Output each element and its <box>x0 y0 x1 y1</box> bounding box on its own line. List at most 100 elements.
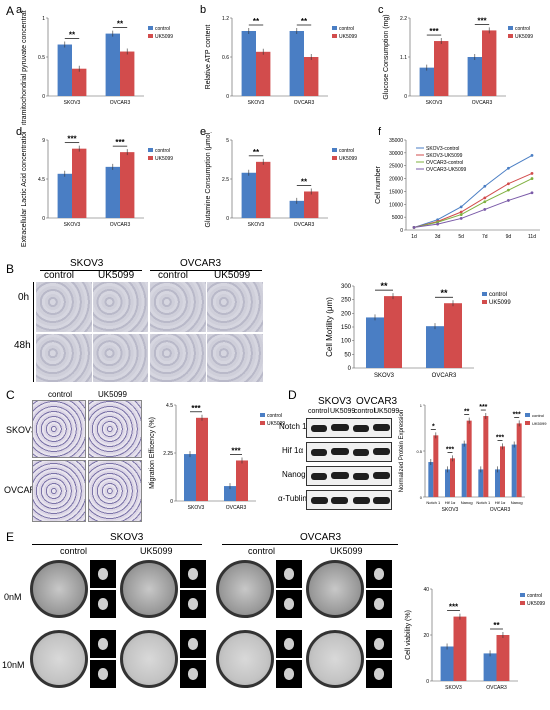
E-tick-label-0: 0 <box>426 679 429 685</box>
f-cat-0: 1d <box>411 234 417 240</box>
f-point-2-5 <box>530 177 534 180</box>
f-legend-3: OVCAR3-UK5099 <box>426 167 467 173</box>
a-bar-uk-0 <box>72 68 87 96</box>
f-cat-1: 3d <box>435 234 441 240</box>
B-control-1: control <box>44 270 75 281</box>
D-sig-4: *** <box>496 434 504 441</box>
E-bar-control-1 <box>483 653 497 681</box>
C-bar-uk-1 <box>236 460 248 501</box>
f-cat-5: 11d <box>528 234 536 240</box>
D-lane-1: control <box>308 408 330 415</box>
E-inset-16 <box>366 660 392 688</box>
f-tick-label-7: 35000 <box>389 138 403 144</box>
D-bar-control-0 <box>428 462 434 497</box>
E-ovcar3-label: OVCAR3 <box>300 532 342 543</box>
f-series-line-0 <box>413 154 533 228</box>
E-dish-ovcar3-uk-0 <box>306 560 364 618</box>
a-tick-label-1: 0.5 <box>38 55 45 61</box>
B-tick-label-1: 50 <box>344 352 351 358</box>
b-cat-0: SKOV3 <box>248 100 265 106</box>
B-image-ovcar3-ctrl-48h <box>150 334 206 382</box>
B-legend-swatch-uk <box>482 300 487 304</box>
E-bar-uk-1 <box>496 635 510 681</box>
E-inset-5 <box>276 560 302 588</box>
D-lane-4: UK5099 <box>374 408 400 415</box>
D-row-notch: Notch 1 <box>279 422 307 431</box>
panel-letter-C: C <box>6 388 15 402</box>
c-tick-label-0: 0 <box>404 94 407 100</box>
d-bar-control-0 <box>57 173 72 218</box>
D-tick-label-1: 0.5 <box>416 449 422 454</box>
E-legend-swatch-control <box>520 593 525 597</box>
c-bar-control-0 <box>419 67 434 96</box>
E-inset-9 <box>90 630 116 658</box>
D-tick-label-0: 0 <box>420 495 423 500</box>
C-control-label: control <box>48 390 73 399</box>
e-legend-uk: UK5099 <box>339 156 357 162</box>
c-legend-uk: UK5099 <box>515 34 533 40</box>
B-tick-label-4: 200 <box>341 311 352 317</box>
d-cat-0: SKOV3 <box>64 222 81 228</box>
D-legend-control: control <box>532 413 544 418</box>
e-sig-1: ** <box>301 177 308 186</box>
B-y-label: Cell Motility (μm) <box>325 297 334 357</box>
E-dish-ovcar3-ctrl-0 <box>216 560 274 618</box>
E-uk-2: UK5099 <box>330 546 363 556</box>
C-legend-swatch-control <box>260 413 265 417</box>
chart-f: Cell number 0 5000 10000 15000 20000 25000 3000… <box>375 138 540 240</box>
e-y-label: Glutamine Consumption (μmol) <box>205 132 212 228</box>
d-tick-label-1: 4.5 <box>38 177 45 183</box>
f-series-line-2 <box>413 178 533 228</box>
c-bar-control-1 <box>467 57 482 96</box>
B-image-ovcar3-uk-48h <box>207 334 263 382</box>
b-sig-0: ** <box>253 17 260 26</box>
f-point-0-5 <box>530 154 534 157</box>
C-bar-control-1 <box>224 486 236 501</box>
B-ovcar3-label: OVCAR3 <box>180 258 222 269</box>
D-cat-2: Nanog <box>461 500 473 505</box>
B-bar-control-1 <box>426 326 444 368</box>
D-bar-control-1 <box>445 469 450 497</box>
e-cat-1: OVCAR3 <box>294 222 315 228</box>
f-tick-label-1: 5000 <box>392 215 403 221</box>
B-legend-swatch-control <box>482 292 487 296</box>
e-cat-0: SKOV3 <box>248 222 265 228</box>
f-point-3-2 <box>459 217 463 220</box>
panel-letter-E: E <box>6 530 15 544</box>
C-y-label: Migration Efficency (%) <box>149 417 156 489</box>
d-tick-label-2: 9 <box>42 138 45 144</box>
f-point-2-2 <box>459 213 463 216</box>
f-series-line-3 <box>413 192 533 228</box>
D-cat-5: Nanog <box>511 500 523 505</box>
D-legend-swatch-control <box>525 413 530 417</box>
D-row-hif: Hif 1α <box>282 446 304 455</box>
f-point-3-5 <box>530 191 534 195</box>
f-legend-0: SKOV3-control <box>426 146 459 152</box>
f-tick-label-6: 30000 <box>389 151 403 157</box>
a-cat-0: SKOV3 <box>64 100 81 106</box>
f-y-label: Cell number <box>375 165 382 203</box>
D-blot-notch <box>306 418 392 438</box>
panel-letter-A: A <box>6 4 15 18</box>
f-cat-3: 7d <box>482 234 488 240</box>
D-row-tubulin: α-Tublin <box>278 494 307 503</box>
E-inset-7 <box>366 560 392 588</box>
d-legend-swatch-uk <box>148 156 153 160</box>
E-0nM: 0nM <box>4 592 22 602</box>
E-skov3-label: SKOV3 <box>110 532 144 543</box>
b-y-label: Relative ATP content <box>205 25 212 90</box>
a-y-label: Intramitochondrial pyruvate concentratio… <box>21 10 28 125</box>
d-cat-1: OVCAR3 <box>110 222 131 228</box>
E-control-1: control <box>60 546 88 556</box>
B-cat-1: OVCAR3 <box>432 373 457 379</box>
b-legend-uk: UK5099 <box>339 34 357 40</box>
chart-c: Glucose Consumption (mg) 0 1.1 2.2 *** SKOV3 *… <box>383 14 533 106</box>
c-cat-0: SKOV3 <box>426 100 443 106</box>
b-legend-control: control <box>339 26 354 32</box>
B-image-skov3-uk-48h <box>93 334 148 382</box>
C-bar-uk-0 <box>196 417 208 501</box>
c-sig-1: *** <box>477 16 487 25</box>
E-tick-label-1: 20 <box>423 633 429 639</box>
c-y-label: Glucose Consumption (mg) <box>383 14 390 99</box>
f-tick-label-2: 10000 <box>389 202 403 208</box>
